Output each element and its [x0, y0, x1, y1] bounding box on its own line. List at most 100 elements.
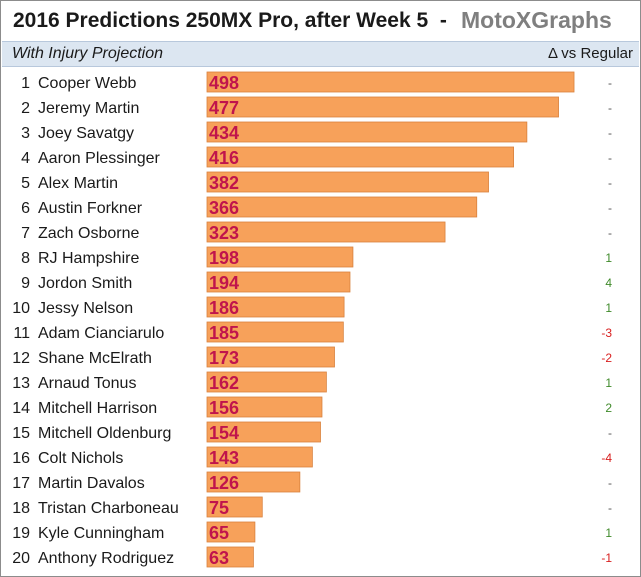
bar — [206, 271, 351, 293]
rank-label: 1 — [21, 75, 30, 92]
bar — [206, 171, 489, 193]
chart-subtitle: With Injury Projection — [12, 45, 164, 62]
value-label: 154 — [209, 423, 239, 443]
delta-label: -1 — [601, 551, 612, 565]
rider-name-label: Martin Davalos — [38, 475, 145, 492]
value-label: 416 — [209, 148, 239, 168]
rank-label: 16 — [12, 450, 30, 467]
delta-label: - — [608, 126, 612, 140]
delta-label: - — [608, 76, 612, 90]
bar — [206, 546, 254, 568]
bar — [206, 96, 559, 118]
rider-name-label: Austin Forkner — [38, 200, 143, 217]
value-label: 143 — [209, 448, 239, 468]
rank-label: 9 — [21, 275, 30, 292]
value-label: 185 — [209, 323, 239, 343]
rank-label: 7 — [21, 225, 30, 242]
rider-name-label: Mitchell Harrison — [38, 400, 157, 417]
rank-label: 3 — [21, 125, 30, 142]
value-label: 162 — [209, 373, 239, 393]
rank-label: 18 — [12, 500, 30, 517]
rank-label: 19 — [12, 525, 30, 542]
rank-label: 11 — [13, 325, 30, 342]
bar — [206, 146, 514, 168]
rider-name-label: Alex Martin — [38, 175, 118, 192]
delta-label: 2 — [605, 401, 612, 415]
delta-label: - — [608, 226, 612, 240]
bar — [206, 346, 335, 368]
rank-label: 14 — [12, 400, 30, 417]
delta-label: -2 — [601, 351, 612, 365]
bar — [206, 471, 301, 493]
bar — [206, 296, 345, 318]
title-bar: 2016 Predictions 250MX Pro, after Week 5… — [1, 1, 640, 41]
delta-label: -3 — [601, 326, 612, 340]
rider-name-label: Jessy Nelson — [38, 300, 133, 317]
bar — [206, 421, 321, 443]
value-label: 366 — [209, 198, 239, 218]
rider-name-label: Colt Nichols — [38, 450, 123, 467]
rider-name-label: RJ Hampshire — [38, 250, 139, 267]
delta-label: - — [608, 501, 612, 515]
rider-name-label: Arnaud Tonus — [38, 375, 136, 392]
delta-label: - — [608, 201, 612, 215]
rank-label: 12 — [12, 350, 30, 367]
rider-name-label: Adam Cianciarulo — [38, 325, 164, 342]
brand-name: MotoXGraphs — [461, 7, 612, 33]
rider-name-label: Mitchell Oldenburg — [38, 425, 171, 442]
delta-label: 1 — [605, 301, 612, 315]
delta-label: 4 — [605, 276, 612, 290]
bar — [206, 246, 354, 268]
delta-label: - — [608, 176, 612, 190]
value-label: 156 — [209, 398, 239, 418]
value-label: 498 — [209, 73, 239, 93]
delta-label: - — [608, 476, 612, 490]
value-label: 75 — [209, 498, 229, 518]
value-label: 63 — [209, 548, 229, 568]
delta-label: - — [608, 151, 612, 165]
rider-name-label: Jordon Smith — [38, 275, 132, 292]
bar — [206, 121, 528, 143]
rank-label: 15 — [12, 425, 30, 442]
value-label: 173 — [209, 348, 239, 368]
rank-label: 10 — [12, 300, 30, 317]
delta-label: -4 — [601, 451, 612, 465]
rider-name-label: Cooper Webb — [38, 75, 137, 92]
rider-name-label: Tristan Charboneau — [38, 500, 179, 517]
bar — [206, 496, 263, 518]
delta-column-header: Δ vs Regular — [547, 45, 633, 62]
delta-label: - — [608, 426, 612, 440]
bar — [206, 221, 446, 243]
rank-label: 2 — [21, 100, 30, 117]
value-label: 126 — [209, 473, 239, 493]
value-label: 434 — [209, 123, 239, 143]
value-label: 382 — [209, 173, 239, 193]
rider-name-label: Shane McElrath — [38, 350, 152, 367]
value-label: 65 — [209, 523, 229, 543]
rank-label: 20 — [12, 550, 30, 567]
rank-label: 6 — [21, 200, 30, 217]
bar — [206, 321, 344, 343]
delta-label: 1 — [605, 526, 612, 540]
delta-label: 1 — [605, 251, 612, 265]
rank-label: 17 — [12, 475, 30, 492]
chart-title: 2016 Predictions 250MX Pro, after Week 5… — [13, 9, 447, 32]
bar — [206, 446, 313, 468]
rider-name-label: Joey Savatgy — [38, 125, 134, 142]
rider-name-label: Kyle Cunningham — [38, 525, 164, 542]
bar — [206, 521, 256, 543]
bar — [206, 396, 323, 418]
value-label: 186 — [209, 298, 239, 318]
rank-label: 4 — [21, 150, 30, 167]
bar — [206, 196, 478, 218]
rank-label: 8 — [21, 250, 30, 267]
delta-label: - — [608, 101, 612, 115]
value-label: 198 — [209, 248, 239, 268]
value-label: 194 — [209, 273, 239, 293]
bar — [206, 71, 575, 93]
bar — [206, 371, 327, 393]
rider-name-label: Anthony Rodriguez — [38, 550, 174, 567]
rider-name-label: Aaron Plessinger — [38, 150, 161, 167]
